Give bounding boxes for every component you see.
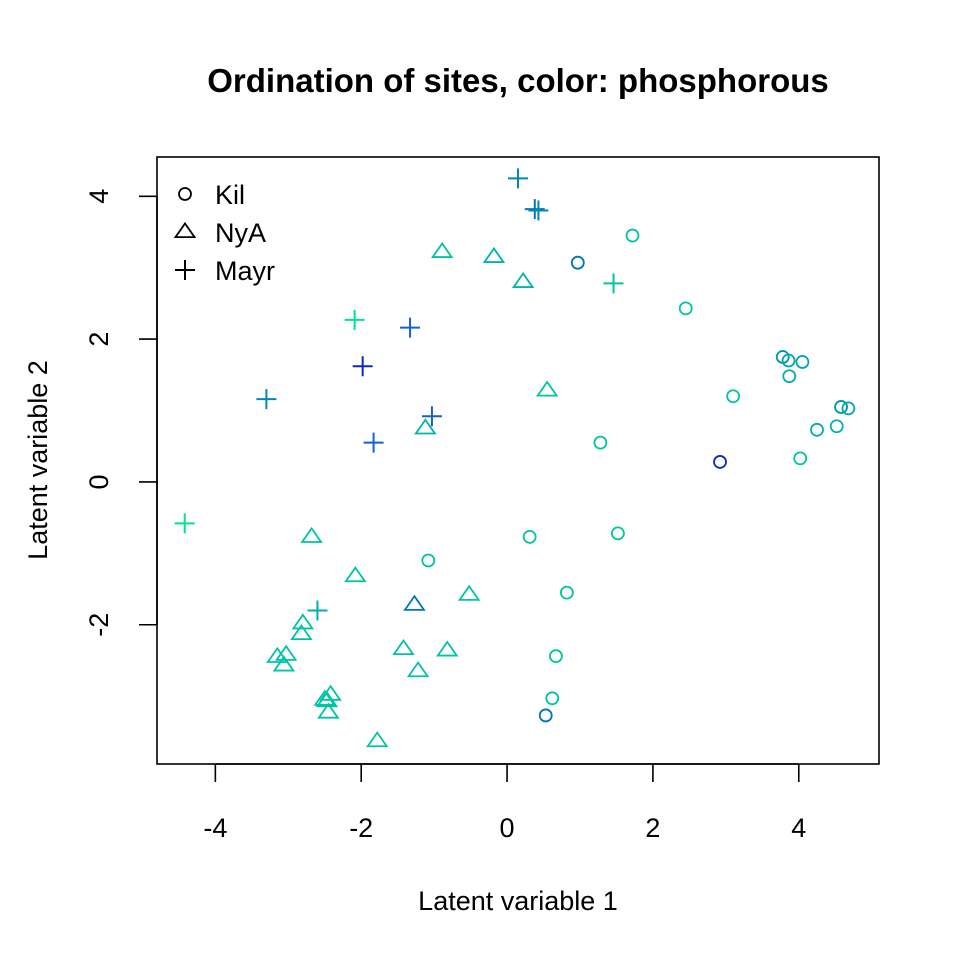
x-axis: -4 -2 0 2 4 <box>203 763 806 843</box>
point-kil <box>593 435 608 450</box>
point-kil <box>611 526 625 541</box>
legend-label-nya: NyA <box>215 218 266 248</box>
point-mayr <box>421 406 442 427</box>
point-nya <box>274 644 298 661</box>
point-kil <box>559 585 574 600</box>
point-kil <box>570 255 585 270</box>
legend-label-kil: Kil <box>215 180 245 210</box>
x-tick-label: -4 <box>203 813 227 843</box>
point-nya <box>313 689 336 706</box>
legend: Kil NyA Mayr <box>173 180 275 286</box>
y-tick-label: 2 <box>84 332 114 347</box>
point-nya <box>414 418 437 435</box>
point-kil <box>782 369 797 384</box>
point-kil <box>810 422 824 437</box>
x-axis-label: Latent variable 1 <box>418 886 618 916</box>
point-nya <box>300 526 323 543</box>
point-nya <box>436 640 459 657</box>
legend-marker-mayr <box>175 260 195 280</box>
point-mayr <box>352 356 373 377</box>
point-mayr <box>528 200 549 221</box>
point-kil <box>522 530 537 544</box>
point-kil <box>713 455 727 469</box>
x-tick-label: 0 <box>500 813 515 843</box>
point-nya <box>535 380 559 397</box>
point-kil <box>538 708 553 723</box>
point-mayr <box>524 199 545 220</box>
point-nya <box>290 623 313 641</box>
point-nya <box>511 271 535 288</box>
point-kil <box>678 301 693 316</box>
y-axis: -2 0 2 4 <box>84 189 158 637</box>
point-kil <box>625 228 640 243</box>
point-kil <box>421 553 436 568</box>
point-mayr <box>363 432 384 453</box>
point-kil <box>829 419 844 434</box>
x-tick-label: -2 <box>349 813 373 843</box>
legend-marker-kil <box>178 187 192 201</box>
point-mayr <box>256 389 277 410</box>
point-kil <box>781 353 796 368</box>
point-mayr <box>174 513 195 534</box>
plot-frame <box>156 156 880 765</box>
legend-label-mayr: Mayr <box>215 256 275 286</box>
point-kil <box>793 451 808 466</box>
point-kil <box>726 389 741 404</box>
y-tick-label: -2 <box>84 613 114 637</box>
point-nya <box>266 646 289 663</box>
x-tick-label: 4 <box>791 813 806 843</box>
point-nya <box>317 702 340 719</box>
point-mayr <box>603 273 624 294</box>
point-nya <box>430 241 454 258</box>
point-nya <box>403 594 426 611</box>
point-kil <box>795 355 810 369</box>
point-mayr <box>400 317 421 338</box>
point-nya <box>482 246 506 263</box>
legend-marker-nya <box>173 221 197 239</box>
y-axis-label: Latent variable 2 <box>23 360 53 560</box>
point-mayr <box>508 168 528 189</box>
point-kil <box>841 401 856 416</box>
point-nya <box>272 655 296 672</box>
point-nya <box>366 731 389 748</box>
point-nya <box>392 638 415 656</box>
point-nya <box>406 661 430 678</box>
point-kil <box>834 400 848 414</box>
point-mayr <box>344 309 365 330</box>
point-kil <box>549 649 563 664</box>
point-nya <box>457 584 481 601</box>
point-kil <box>545 691 560 706</box>
y-tick-label: 4 <box>84 189 114 204</box>
chart-title: Ordination of sites, color: phosphorous <box>207 62 829 99</box>
data-points <box>174 168 856 748</box>
y-tick-label: 0 <box>84 474 114 489</box>
point-mayr <box>307 600 328 621</box>
x-tick-label: 2 <box>645 813 660 843</box>
point-nya <box>344 566 367 583</box>
